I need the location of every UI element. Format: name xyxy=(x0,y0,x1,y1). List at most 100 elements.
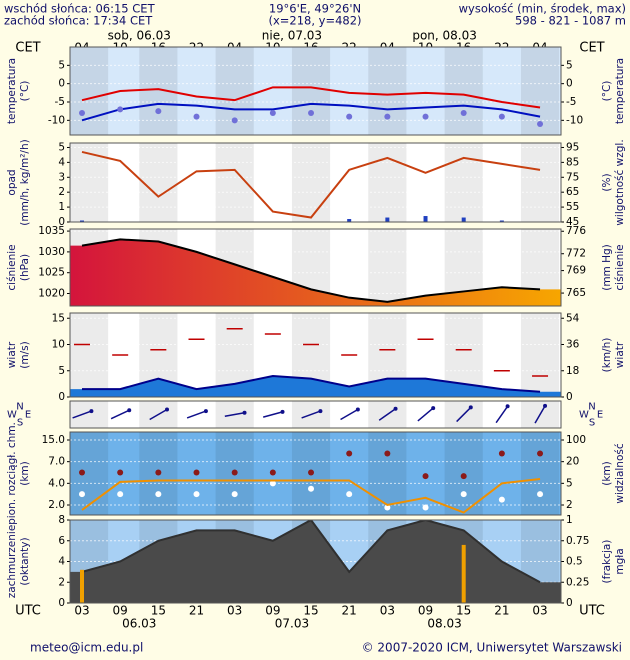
bar xyxy=(461,217,466,222)
night-band xyxy=(368,47,407,135)
bottom-tick-label: 03 xyxy=(74,604,89,618)
panel-frame xyxy=(69,46,562,136)
series-layer xyxy=(70,238,561,306)
y2-tick-label: 5 xyxy=(566,59,573,71)
y2-axis-title: (%) xyxy=(601,173,613,191)
wind-arrow xyxy=(534,403,548,424)
dot xyxy=(422,504,429,511)
arrow-head xyxy=(393,406,398,411)
bar xyxy=(385,217,390,222)
night-band xyxy=(70,313,109,397)
bottom-tick-label: 09 xyxy=(113,604,128,618)
y2-axis-title: temperatura xyxy=(614,58,626,124)
y-tick-label: 1025 xyxy=(38,267,65,279)
panel-frame xyxy=(69,142,562,223)
y-axis-title: (m/s) xyxy=(19,341,31,368)
top-day-label: sob, 06.03 xyxy=(108,29,171,43)
compass-letter: S xyxy=(17,418,23,429)
bottom-tick-label: 03 xyxy=(532,604,547,618)
dot xyxy=(537,491,544,498)
arrow-head xyxy=(203,409,208,414)
wind-arrow xyxy=(149,407,170,421)
wind-arrow xyxy=(495,404,510,424)
y-tick-label: -10 xyxy=(48,114,65,126)
top-day-label: pon, 08.03 xyxy=(412,29,477,43)
y-tick-label: 5 xyxy=(58,59,65,71)
y-axis-title: (oktanty) xyxy=(19,537,31,585)
y-axis-title: (mm/h, kg/m²/h) xyxy=(19,139,31,225)
bar xyxy=(423,216,428,222)
y2-axis-title: (°C) xyxy=(601,81,613,102)
arrow-head xyxy=(431,406,436,411)
night-band xyxy=(70,47,109,135)
y2-tick-label: 1 xyxy=(566,514,573,526)
y-axis-title: (km) xyxy=(19,461,31,486)
y-axis-title: (°C) xyxy=(19,81,31,102)
dot xyxy=(79,469,85,476)
y2-axis-title: (frakcja) xyxy=(601,540,613,584)
bottom-day-label: 06.03 xyxy=(122,617,156,631)
bottom-tick-label: 03 xyxy=(227,604,242,618)
sunrise: wschód słońca: 06:15 CET xyxy=(4,2,156,16)
y-tick-label: 1035 xyxy=(38,225,65,237)
y2-axis-title: wiatr xyxy=(614,341,626,368)
bottom-tick-label: 21 xyxy=(189,604,204,618)
dot xyxy=(308,110,315,116)
panel-frame xyxy=(69,400,562,429)
y-axis-title: ciśnienie xyxy=(6,244,18,290)
wind-arrow xyxy=(340,407,360,421)
grid-point: (x=218, y=482) xyxy=(268,14,361,28)
y-tick-label: 0 xyxy=(58,78,65,90)
line xyxy=(81,520,541,584)
bar xyxy=(461,544,466,603)
y-tick-label: 4.0 xyxy=(48,477,65,489)
dot xyxy=(537,121,544,127)
y2-tick-label: 18 xyxy=(566,365,579,377)
top-day-label: nie, 07.03 xyxy=(262,29,322,43)
panel-frame xyxy=(69,228,562,307)
wind-arrow xyxy=(262,409,285,418)
night-band xyxy=(215,143,254,222)
series-layer xyxy=(70,328,561,397)
y2-tick-label: 100 xyxy=(566,434,586,446)
dot xyxy=(460,110,467,116)
bar xyxy=(347,219,352,222)
series-layer xyxy=(79,450,544,514)
bottom-tick-label: 15 xyxy=(151,604,166,618)
dot xyxy=(231,117,238,124)
y2-axis-title: ciśnienie xyxy=(614,244,626,290)
dot xyxy=(346,491,353,498)
arrow-shaft xyxy=(224,412,245,417)
wind-arrow xyxy=(224,410,247,417)
dot xyxy=(269,469,276,476)
arrow-head xyxy=(165,407,170,412)
wind-arrow xyxy=(110,408,132,420)
y-tick-label: 10 xyxy=(52,339,65,351)
dot xyxy=(117,469,124,476)
dot xyxy=(79,110,85,116)
y2-tick-label: -5 xyxy=(566,96,576,108)
wind-arrow xyxy=(456,405,473,423)
bottom-tick-label: 09 xyxy=(265,604,280,618)
series-layer xyxy=(80,150,541,222)
y-tick-label: 4 xyxy=(58,556,65,568)
arrow-head xyxy=(355,407,360,412)
dot xyxy=(193,491,200,498)
elevation-label: wysokość (min, środek, max) xyxy=(459,2,626,16)
y2-tick-label: 765 xyxy=(566,287,586,299)
series-layer xyxy=(79,86,544,127)
y-tick-label: 3 xyxy=(58,171,65,183)
arrow-shaft xyxy=(186,410,207,419)
y2-tick-label: 36 xyxy=(566,339,580,351)
y-tick-label: 7.0 xyxy=(48,456,65,468)
dot xyxy=(346,113,353,120)
arrow-shaft xyxy=(340,408,359,421)
night-band xyxy=(70,401,109,428)
sunset: zachód słońca: 17:34 CET xyxy=(4,14,153,28)
y-tick-label: 15.0 xyxy=(42,434,65,446)
coords: 19°6'E, 49°26'N xyxy=(269,2,361,16)
wind-arrow xyxy=(72,409,94,419)
y2-tick-label: 776 xyxy=(566,225,586,237)
night-band xyxy=(520,432,560,515)
y2-tick-label: 0 xyxy=(566,78,573,90)
